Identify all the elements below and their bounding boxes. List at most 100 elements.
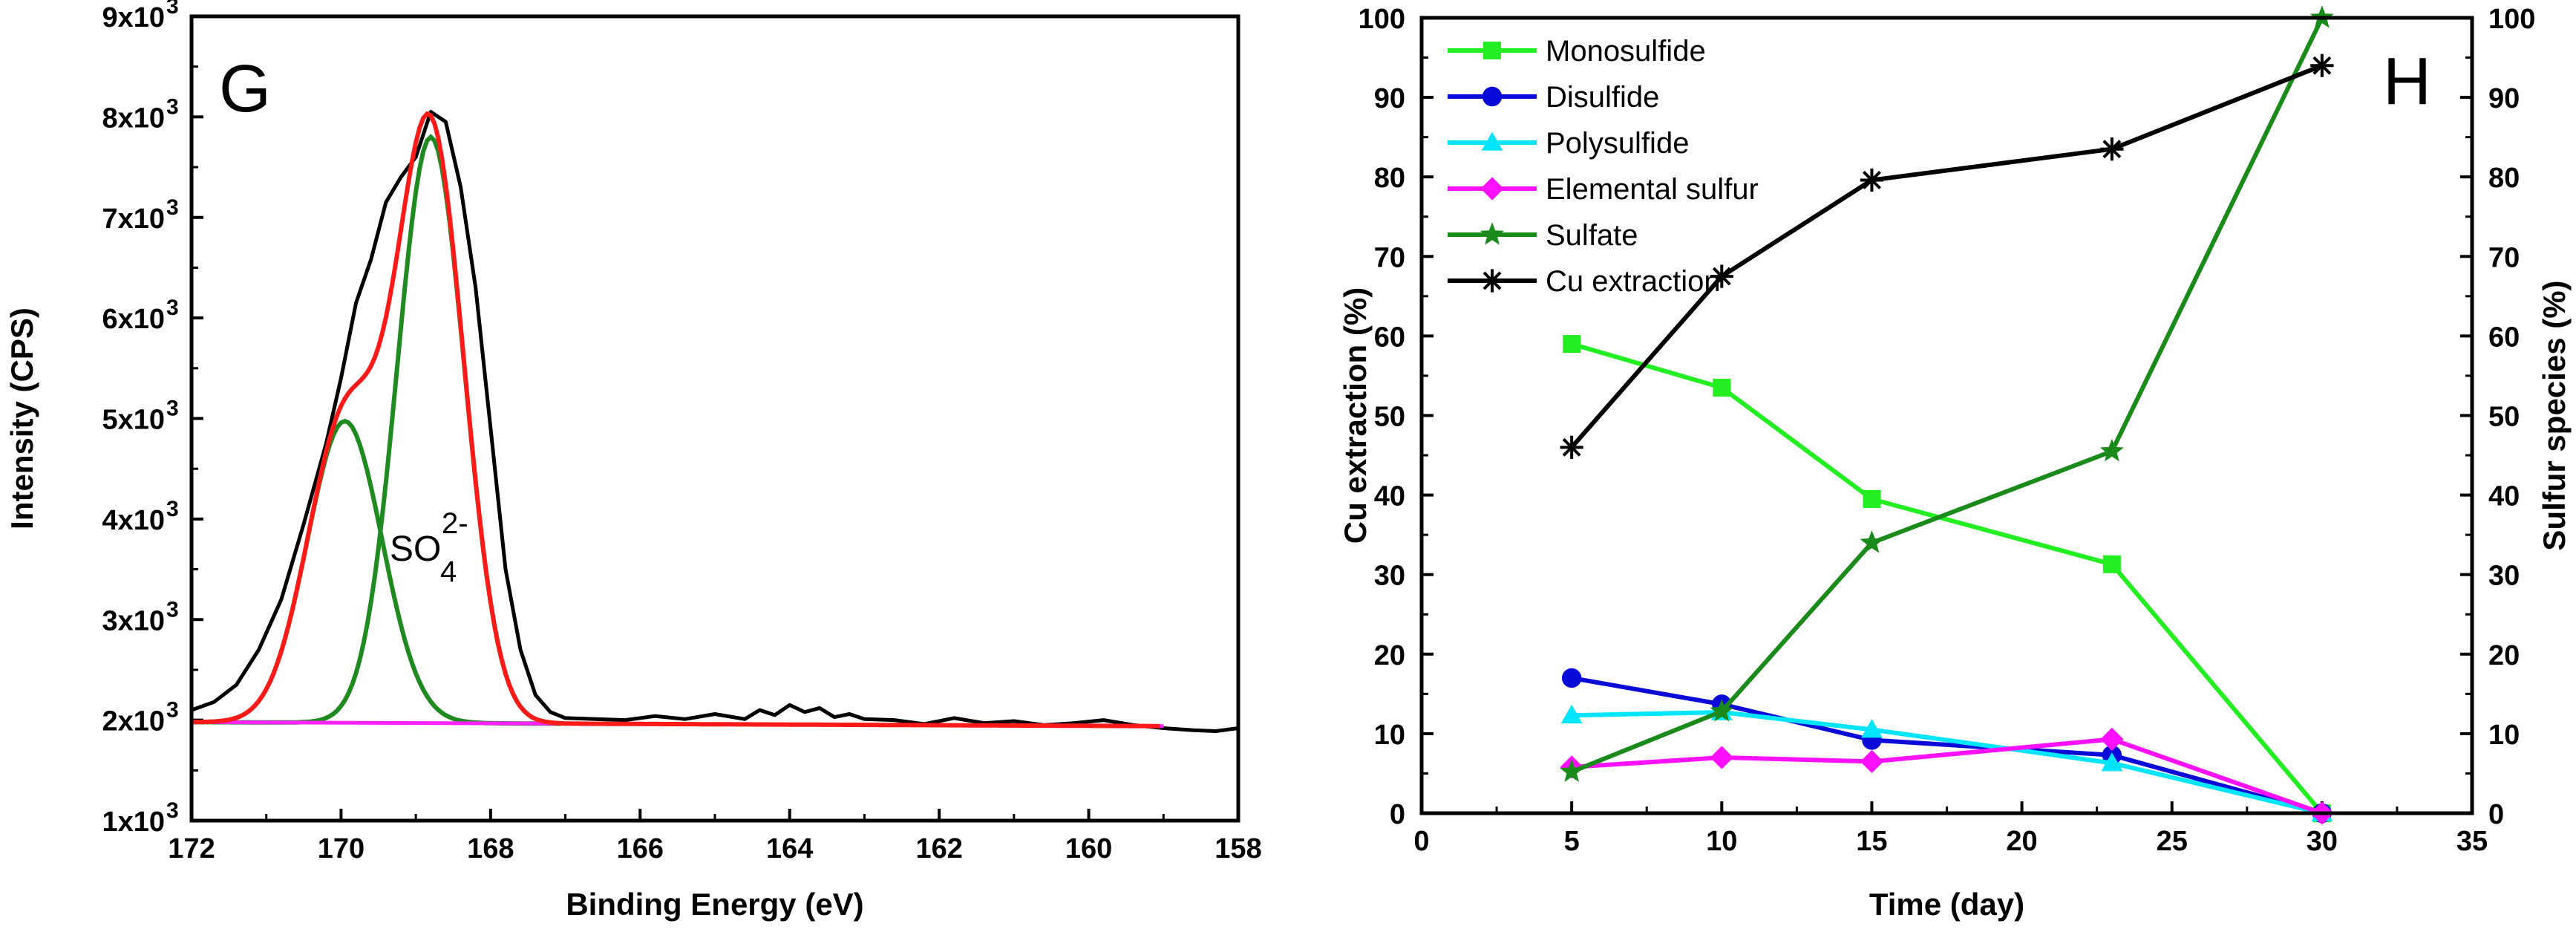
y-axis-label-right: Sulfur species (%) xyxy=(2537,280,2572,550)
y-tick-label: 1x10 xyxy=(102,807,165,838)
asterisk-stroke xyxy=(1712,267,1731,286)
point-polysulfide xyxy=(2101,752,2123,772)
y-right-tick-label: 100 xyxy=(2488,4,2535,35)
x-tick-label: 0 xyxy=(1413,826,1429,857)
y-tick-label: 7x10 xyxy=(102,203,165,235)
y-tick-exponent: 3 xyxy=(166,497,179,521)
point-sulfate xyxy=(1560,759,1584,782)
y-left-tick-label: 40 xyxy=(1374,481,1405,512)
point-elemental-sulfur xyxy=(2100,727,2124,751)
y-tick-label: 4x10 xyxy=(102,505,165,536)
annotation-base: SO xyxy=(390,530,441,569)
legend-marker-cu-extraction xyxy=(1480,269,1504,293)
point-monosulfide xyxy=(2102,555,2121,573)
annotation-subscript: 4 xyxy=(440,556,457,588)
y-tick-label: 3x10 xyxy=(102,605,165,636)
y-tick-exponent: 3 xyxy=(166,597,179,622)
annotation-superscript: 2- xyxy=(442,507,468,540)
x-tick-label: 158 xyxy=(1215,833,1261,864)
y-right-tick-label: 20 xyxy=(2488,640,2520,671)
asterisk-stroke xyxy=(1482,271,1502,290)
x-tick-label: 15 xyxy=(1856,826,1887,857)
point-elemental-sulfur xyxy=(1710,746,1733,769)
y-tick-exponent: 3 xyxy=(166,195,179,220)
y-right-tick-label: 60 xyxy=(2488,322,2520,353)
series-sulfate-component-high-line xyxy=(191,134,562,726)
legend-marker-sulfate xyxy=(1480,222,1504,245)
legend-marker-disulfide xyxy=(1482,86,1503,107)
x-tick-label: 170 xyxy=(318,833,365,864)
y-axis-label: Intensity (CPS) xyxy=(4,307,39,530)
point-sulfate xyxy=(1710,699,1734,722)
series-disulfide-line xyxy=(1571,675,2323,815)
plot-frame xyxy=(1419,16,2474,815)
legend-marker-elemental-sulfur xyxy=(1480,177,1504,201)
series-fit-envelope-line xyxy=(192,111,1160,729)
y-tick-label: 9x10 xyxy=(102,2,165,33)
point-monosulfide xyxy=(1563,335,1581,354)
legend-label-monosulfide: Monosulfide xyxy=(1546,35,1706,68)
legend-marker-monosulfide xyxy=(1483,42,1501,59)
y-tick-label: 8x10 xyxy=(102,102,165,134)
x-tick-label: 160 xyxy=(1065,833,1112,864)
y-tick-exponent: 3 xyxy=(166,296,179,320)
point-sulfate xyxy=(2099,438,2124,462)
y-right-tick-label: 90 xyxy=(2488,83,2520,114)
legend-label-disulfide: Disulfide xyxy=(1546,81,1659,114)
y-right-tick-label: 50 xyxy=(2488,402,2520,433)
asterisk-stroke xyxy=(1562,437,1581,457)
y-left-tick-label: 60 xyxy=(1374,322,1405,353)
y-right-tick-label: 10 xyxy=(2488,720,2520,751)
series-raw-spectrum-line xyxy=(191,110,1239,733)
y-right-tick-label: 30 xyxy=(2488,561,2520,592)
legend-label-sulfate: Sulfate xyxy=(1546,219,1638,252)
x-axis-label: Time (day) xyxy=(1869,887,2024,922)
point-cu-extraction xyxy=(1710,264,1733,288)
y-left-tick-label: 100 xyxy=(1359,4,1405,35)
panel-label: H xyxy=(2383,45,2431,119)
point-cu-extraction xyxy=(2310,53,2334,77)
x-tick-label: 10 xyxy=(1706,826,1737,857)
legend-label-elemental-sulfur: Elemental sulfur xyxy=(1546,173,1759,206)
point-polysulfide xyxy=(1861,719,1883,738)
asterisk-stroke xyxy=(2312,56,2332,75)
panel-label: G xyxy=(219,52,271,126)
y-left-tick-label: 80 xyxy=(1374,163,1405,194)
y-tick-label: 2x10 xyxy=(102,706,165,737)
y-left-tick-label: 70 xyxy=(1374,242,1405,273)
legend-label-polysulfide: Polysulfide xyxy=(1546,127,1689,160)
y-left-tick-label: 20 xyxy=(1374,640,1405,671)
y-left-tick-label: 90 xyxy=(1374,83,1405,114)
point-monosulfide xyxy=(1863,489,1881,508)
series-elemental-sulfur-line xyxy=(1571,737,2323,815)
y-right-tick-label: 80 xyxy=(2488,163,2520,194)
x-tick-label: 164 xyxy=(766,833,813,864)
point-monosulfide xyxy=(1713,379,1731,397)
y-left-tick-label: 10 xyxy=(1374,720,1405,751)
y-right-tick-label: 70 xyxy=(2488,242,2520,273)
x-tick-label: 25 xyxy=(2157,826,2188,857)
point-cu-extraction xyxy=(2100,137,2124,161)
x-tick-label: 168 xyxy=(467,833,514,864)
legend-label-cu-extraction: Cu extraction xyxy=(1546,265,1721,298)
point-polysulfide xyxy=(1560,704,1583,724)
y-tick-label: 5x10 xyxy=(102,405,165,436)
x-tick-label: 35 xyxy=(2456,826,2488,857)
point-cu-extraction xyxy=(1860,168,1884,192)
x-tick-label: 5 xyxy=(1564,826,1580,857)
x-axis-label: Binding Energy (eV) xyxy=(566,887,863,922)
x-tick-label: 162 xyxy=(915,833,962,864)
y-tick-exponent: 3 xyxy=(166,0,179,19)
asterisk-stroke xyxy=(1862,171,1881,189)
y-right-tick-label: 40 xyxy=(2488,481,2520,512)
y-tick-exponent: 3 xyxy=(166,798,179,823)
point-cu-extraction xyxy=(1560,435,1583,459)
y-left-tick-label: 0 xyxy=(1390,799,1405,830)
y-tick-label: 6x10 xyxy=(102,304,165,335)
y-left-tick-label: 30 xyxy=(1374,561,1405,592)
legend-marker-polysulfide xyxy=(1481,131,1503,151)
point-elemental-sulfur xyxy=(1860,749,1884,773)
